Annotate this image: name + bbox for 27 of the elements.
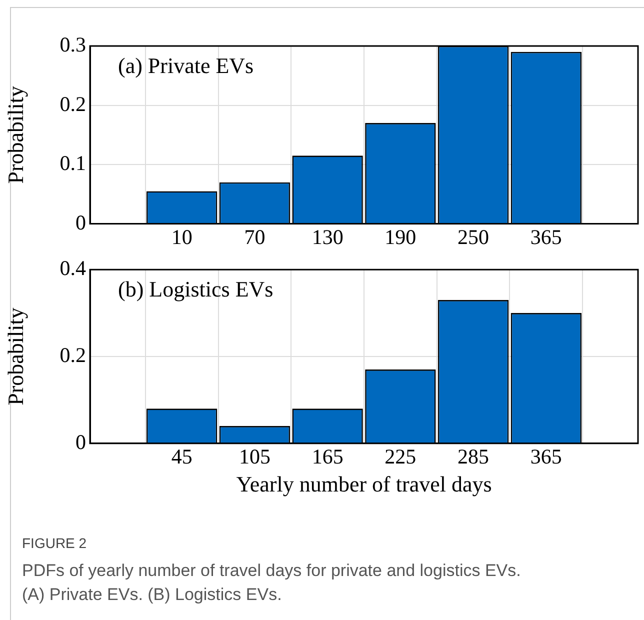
y-tick-label: 0.2 bbox=[60, 343, 86, 368]
y-axis-title: Probability bbox=[2, 308, 28, 406]
x-tick-label: 225 bbox=[384, 444, 416, 469]
x-axis-title: Yearly number of travel days bbox=[236, 472, 492, 497]
y-tick-label: 0.3 bbox=[60, 32, 86, 57]
y-tick-label: 0.2 bbox=[60, 92, 86, 116]
y-tick-label: 0.1 bbox=[60, 151, 86, 176]
y-tick-label: 0.4 bbox=[60, 256, 86, 280]
x-tick-label: 105 bbox=[238, 444, 270, 469]
x-tick-label: 190 bbox=[384, 224, 416, 249]
x-tick-label: 10 bbox=[171, 224, 192, 249]
y-tick-label: 0 bbox=[76, 210, 86, 234]
x-tick-label: 130 bbox=[312, 224, 344, 249]
x-tick-label: 45 bbox=[171, 444, 192, 469]
x-tick-label: 165 bbox=[312, 444, 344, 469]
x-tick-label: 365 bbox=[530, 444, 562, 469]
y-axis-title: Probability bbox=[2, 86, 28, 184]
text: (A) Private EVs. (B) Logistics EVs. bbox=[22, 585, 283, 605]
x-tick-label: 365 bbox=[530, 224, 562, 249]
chart-title: (b) Logistics EVs bbox=[118, 276, 274, 302]
caption: FIGURE 2 bbox=[22, 535, 88, 551]
x-tick-label: 70 bbox=[244, 224, 266, 249]
y-tick-label: 0 bbox=[76, 430, 86, 454]
chart-title: (a) Private EVs bbox=[118, 52, 254, 78]
x-tick-label: 285 bbox=[458, 444, 490, 469]
text: PDFs of yearly number of travel days for private and logistics EVs. bbox=[22, 561, 522, 581]
x-tick-label: 250 bbox=[458, 224, 490, 249]
